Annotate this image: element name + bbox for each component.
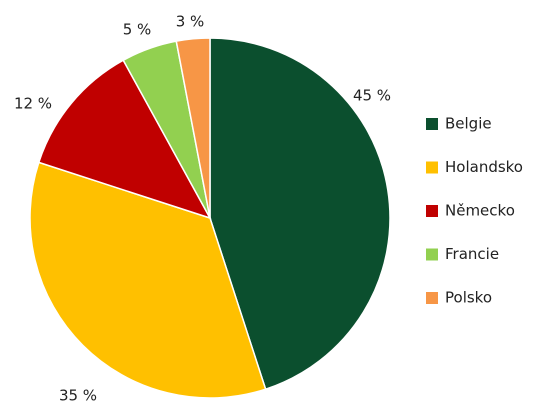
- legend-label: Belgie: [445, 115, 492, 133]
- legend-swatch: [426, 292, 438, 304]
- legend-swatch: [426, 248, 438, 261]
- data-label: 45 %: [353, 87, 391, 105]
- legend-label: Francie: [445, 245, 499, 263]
- pie-slice: [29, 161, 267, 399]
- pie-slice: [175, 37, 211, 219]
- data-label: 3 %: [176, 13, 205, 31]
- legend-swatch: [426, 205, 438, 217]
- legend-swatch: [426, 161, 438, 174]
- legend-label: Holandsko: [445, 158, 523, 176]
- legend-swatch: [426, 118, 438, 130]
- data-label: 12 %: [14, 95, 52, 113]
- pie-slice: [37, 59, 212, 220]
- pie-slice: [209, 37, 391, 391]
- data-label: 35 %: [59, 387, 97, 405]
- legend-label: Polsko: [445, 289, 492, 307]
- data-label: 5 %: [123, 21, 152, 39]
- legend-label: Německo: [445, 202, 515, 220]
